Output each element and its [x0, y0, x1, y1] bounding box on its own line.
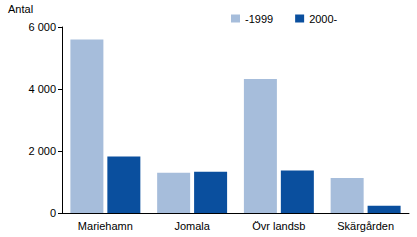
svg-text:-1999: -1999	[245, 13, 273, 25]
svg-text:0: 0	[50, 207, 56, 219]
svg-text:Skärgården: Skärgården	[337, 220, 394, 232]
svg-text:2000-: 2000-	[309, 13, 337, 25]
svg-text:4 000: 4 000	[28, 83, 56, 95]
svg-text:Antal: Antal	[8, 3, 33, 15]
svg-text:2 000: 2 000	[28, 145, 56, 157]
svg-text:6 000: 6 000	[28, 21, 56, 33]
svg-text:Mariehamn: Mariehamn	[78, 220, 133, 232]
svg-text:Övr landsb: Övr landsb	[252, 220, 305, 232]
svg-text:Jomala: Jomala	[174, 220, 210, 232]
